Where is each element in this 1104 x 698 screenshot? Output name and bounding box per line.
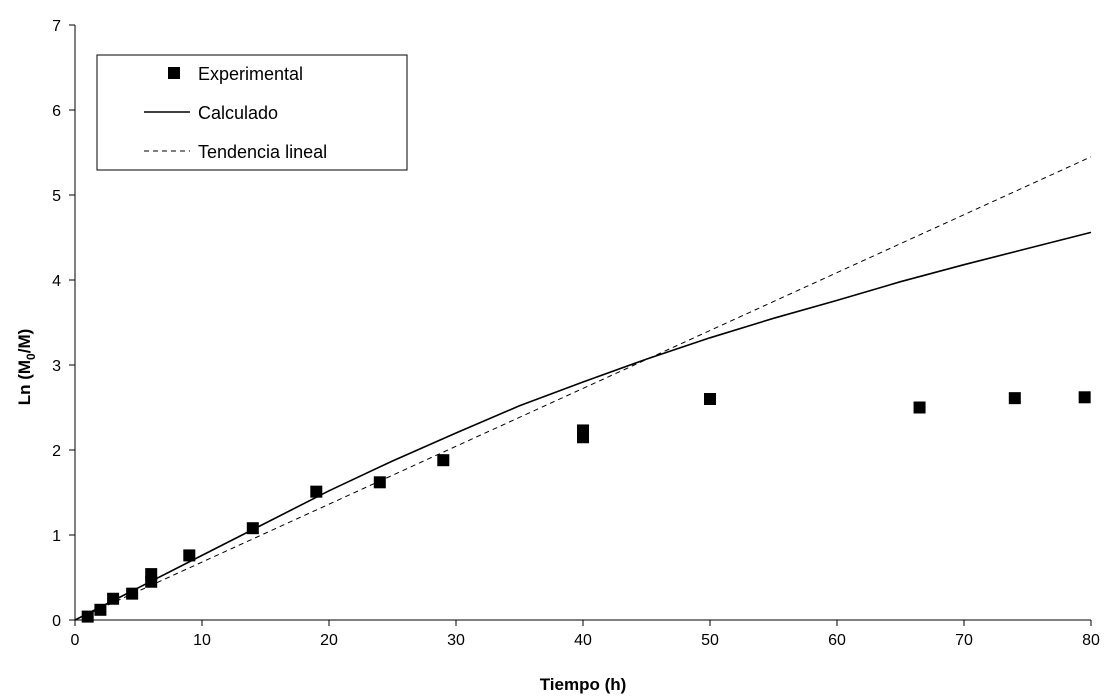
y-tick-label: 5 <box>52 188 61 205</box>
data-point <box>373 476 386 489</box>
y-axis-title-sub: 0 <box>24 353 38 360</box>
y-axis-title: Ln (M0/M) <box>15 329 38 406</box>
data-point <box>437 454 450 467</box>
data-point <box>145 575 158 588</box>
data-point <box>183 549 196 562</box>
x-tick-label: 0 <box>71 632 80 649</box>
data-point <box>94 603 107 616</box>
y-tick-label: 0 <box>52 613 61 630</box>
x-tick-label: 70 <box>955 632 973 649</box>
x-tick-label: 80 <box>1082 632 1100 649</box>
x-tick-label: 20 <box>320 632 338 649</box>
legend-label: Calculado <box>198 103 278 123</box>
x-tick-label: 30 <box>447 632 465 649</box>
y-axis-title-suffix: /M) <box>15 329 34 354</box>
legend-label: Experimental <box>198 64 303 84</box>
data-point <box>107 592 120 605</box>
axes: 0 10 20 30 40 50 60 70 80 0 1 2 3 4 5 6 7 <box>52 18 1100 649</box>
y-tick-label: 2 <box>52 443 61 460</box>
data-point <box>246 522 259 535</box>
x-tick-label: 40 <box>574 632 592 649</box>
legend-label: Tendencia lineal <box>198 142 327 162</box>
x-axis-title: Tiempo (h) <box>540 675 627 694</box>
series-line-tendencia-lineal <box>74 156 1092 621</box>
x-tick-label: 10 <box>193 632 211 649</box>
data-point <box>577 431 589 444</box>
series-line-calculado <box>74 231 1092 621</box>
data-point <box>1078 391 1091 404</box>
legend-marker-square <box>168 67 180 79</box>
y-tick-label: 3 <box>52 358 61 375</box>
series-layer <box>74 156 1092 623</box>
data-point <box>126 587 139 600</box>
y-tick-label: 4 <box>52 273 61 290</box>
data-point <box>81 610 94 623</box>
data-point <box>1008 392 1021 405</box>
x-tick-label: 50 <box>701 632 719 649</box>
y-tick-label: 7 <box>52 18 61 35</box>
x-tick-label: 60 <box>828 632 846 649</box>
legend: Experimental Calculado Tendencia lineal <box>96 54 408 171</box>
y-tick-label: 1 <box>52 528 61 545</box>
data-point <box>913 401 926 414</box>
data-point <box>310 485 323 498</box>
y-axis-title-prefix: Ln (M <box>15 360 34 405</box>
y-tick-label: 6 <box>52 103 61 120</box>
data-point <box>704 393 716 405</box>
